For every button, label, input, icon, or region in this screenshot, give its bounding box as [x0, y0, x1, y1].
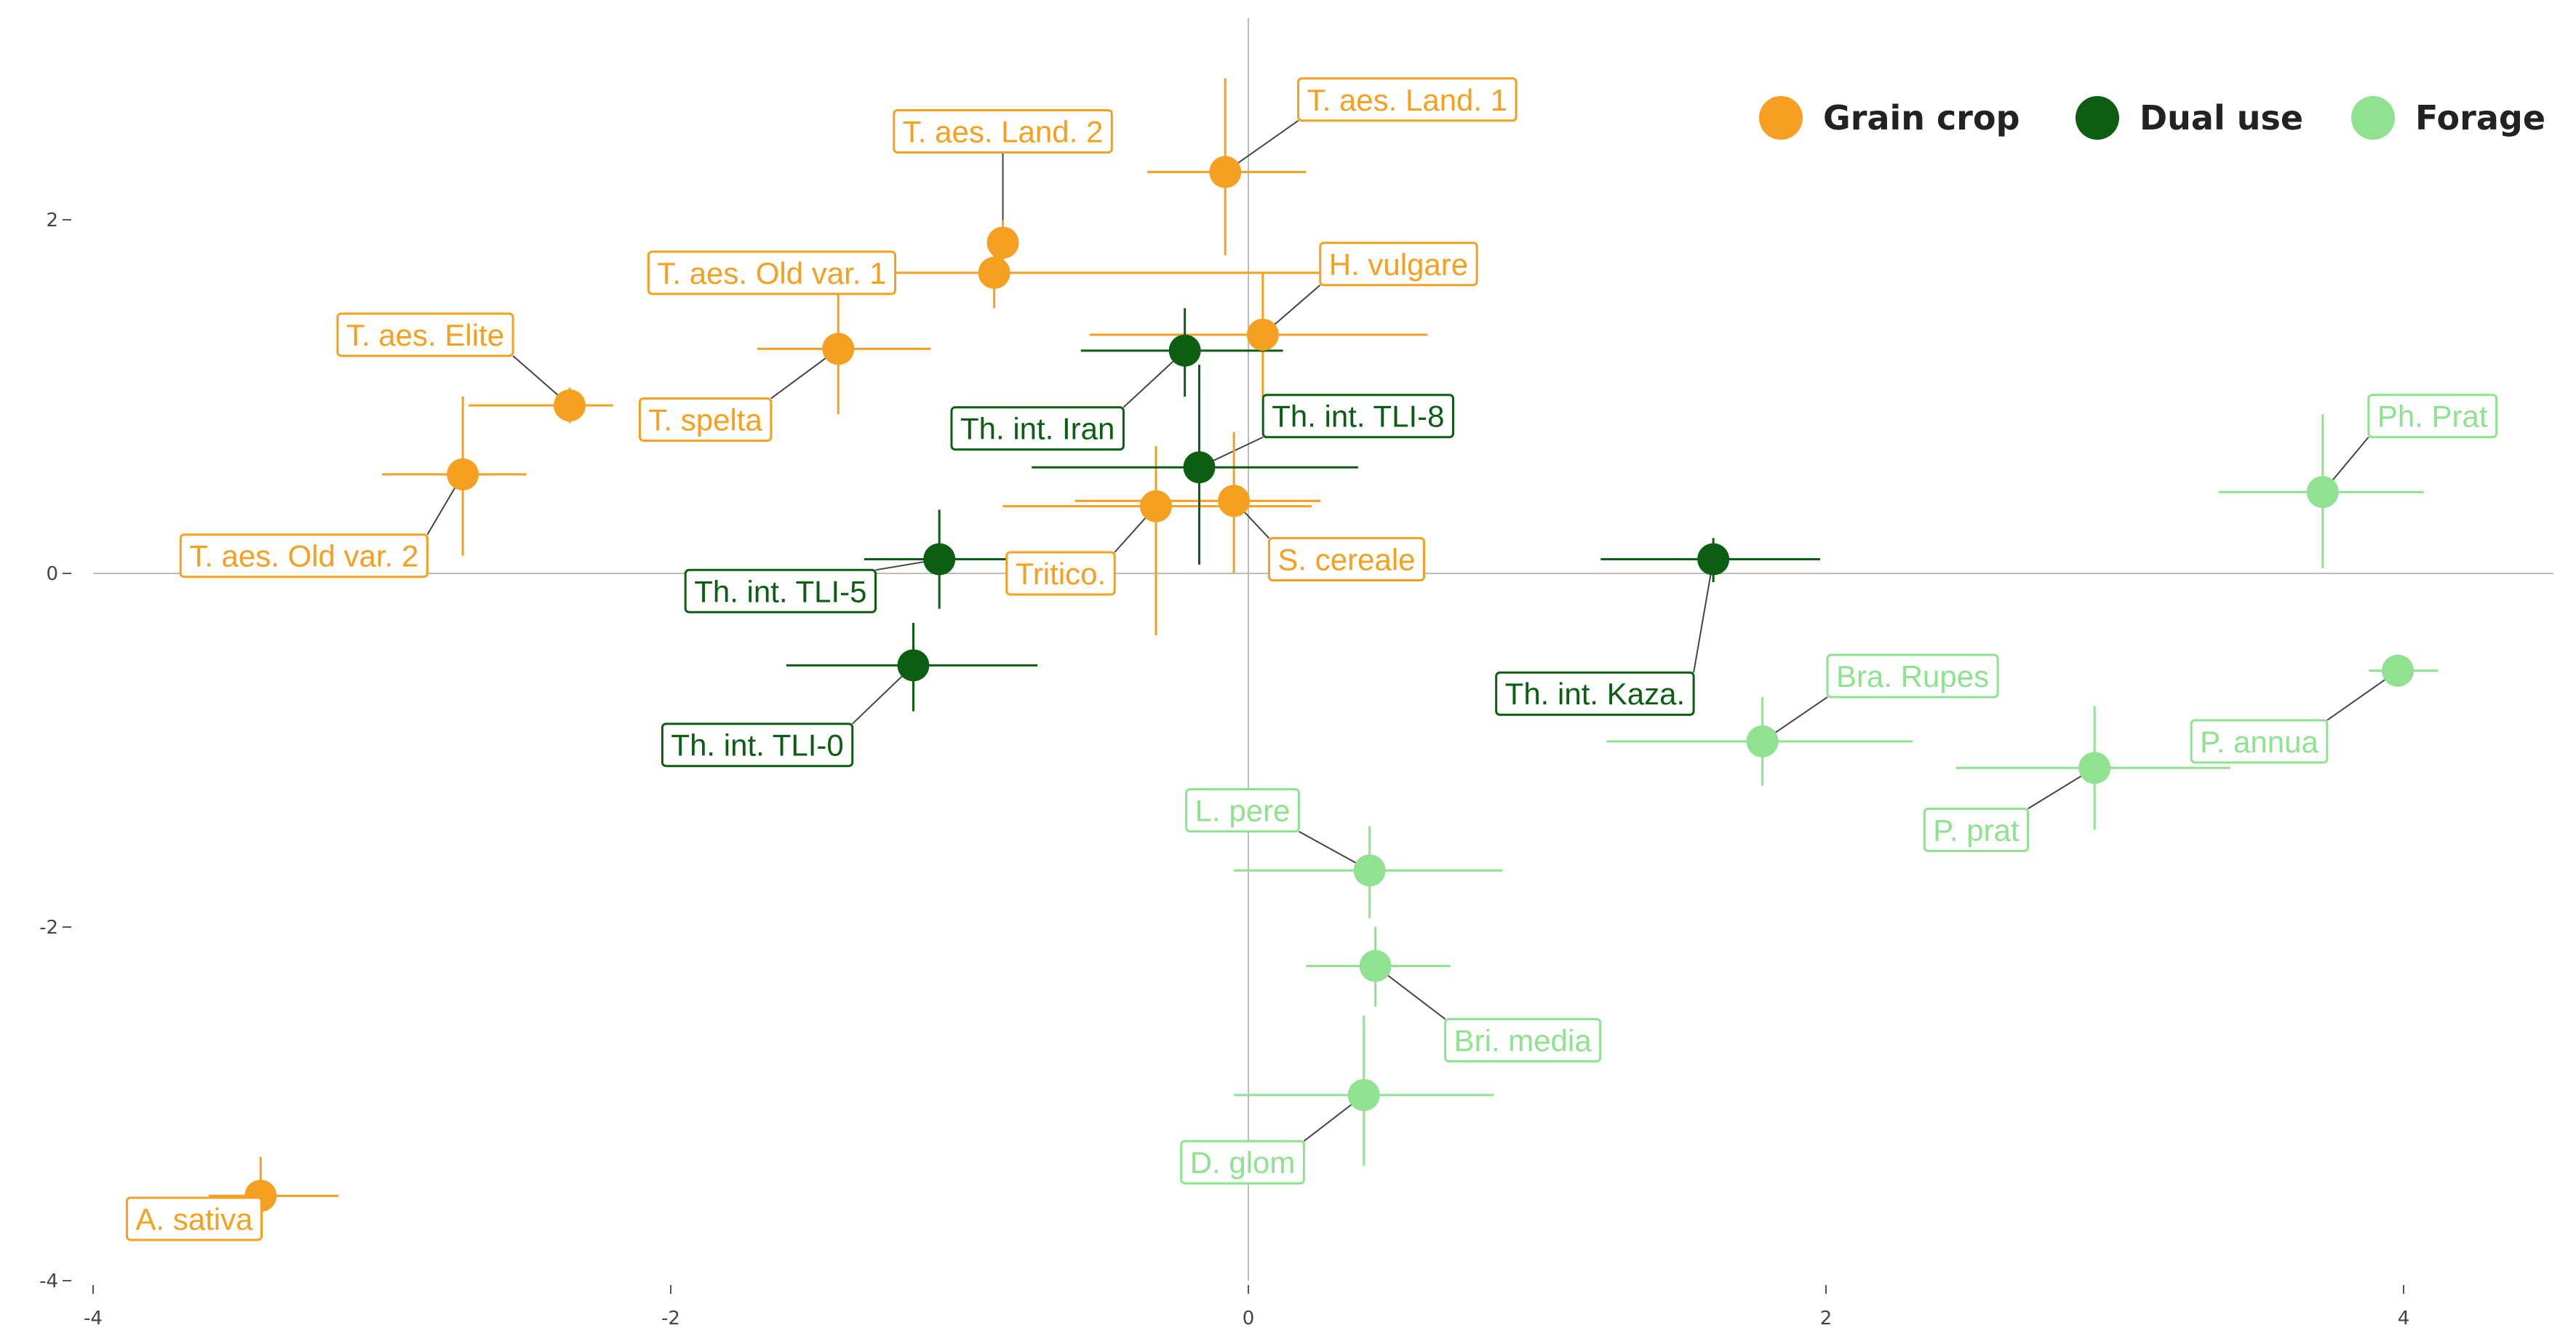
point-label-box	[893, 109, 1113, 154]
y-tick-label: -2	[39, 917, 58, 939]
data-point	[2306, 476, 2339, 509]
point-label-box	[684, 568, 877, 613]
label-leader-line	[1693, 559, 1715, 673]
point-label: Th. int. Iran	[960, 412, 1114, 446]
point-label: L. pere	[1195, 794, 1291, 828]
data-point	[1168, 334, 1201, 367]
point-label: Ph. Prat	[2377, 399, 2488, 434]
data-point	[986, 226, 1019, 259]
point-label-box	[1180, 1140, 1305, 1185]
point-label-box	[1923, 807, 2030, 852]
data-point	[554, 389, 586, 422]
point-label-box	[1495, 671, 1695, 716]
point-label-box	[661, 723, 854, 768]
legend-label-forage: Forage	[2415, 98, 2545, 138]
point-label: D. glom	[1190, 1145, 1296, 1180]
point-label: T. aes. Old var. 1	[657, 256, 886, 290]
data-point	[1209, 156, 1242, 188]
reference-lines	[93, 18, 2553, 1281]
legend-label-grain: Grain crop	[1823, 98, 2020, 138]
point-label: Th. int. TLI-5	[694, 574, 866, 608]
data-point	[1347, 1078, 1380, 1111]
x-tick-label: -4	[84, 1308, 103, 1329]
data-point	[447, 458, 479, 490]
point-label: S. cereale	[1277, 543, 1415, 577]
point-label: Th. int. TLI-0	[671, 728, 843, 763]
point-label-box	[1185, 788, 1300, 833]
point-label: T. aes. Old var. 2	[189, 539, 418, 573]
point-label: Tritico.	[1016, 557, 1106, 591]
point-label-box	[2367, 394, 2498, 439]
point-label: A. sativa	[135, 1202, 253, 1236]
point-label-box	[950, 406, 1125, 451]
data-point	[822, 333, 855, 365]
legend-swatch-forage	[2351, 96, 2395, 140]
point-label-box	[638, 397, 773, 442]
data-point	[2078, 752, 2111, 784]
point-label: T. spelta	[648, 403, 762, 437]
x-tick-label: 2	[1820, 1308, 1833, 1329]
y-tick-label: -4	[39, 1271, 58, 1292]
data-point	[1746, 725, 1779, 758]
point-label: T. aes. Land. 1	[1307, 83, 1508, 117]
data-point	[978, 256, 1010, 289]
point-label: Th. int. TLI-8	[1272, 399, 1444, 434]
point-label-box	[1297, 77, 1518, 122]
data-point	[897, 649, 930, 682]
x-tick-label: -2	[661, 1308, 680, 1329]
y-tick-label: 0	[46, 563, 58, 585]
legend-swatch-grain	[1759, 96, 1803, 140]
data-point	[1139, 490, 1172, 522]
data-point	[1183, 451, 1216, 484]
data-points	[244, 156, 2414, 1212]
data-point	[1359, 950, 1392, 982]
x-tick-label: 0	[1243, 1308, 1255, 1329]
point-label: H. vulgare	[1329, 247, 1468, 282]
point-label-box	[647, 250, 897, 295]
point-label: P. annua	[2200, 725, 2318, 759]
point-label-box	[1826, 653, 1999, 699]
point-label: P. prat	[1933, 813, 2019, 847]
point-label: Bra. Rupes	[1836, 659, 1989, 693]
point-label-box	[1261, 394, 1455, 439]
data-point	[2382, 654, 2414, 687]
point-label-box	[1444, 1018, 1602, 1063]
data-point	[1218, 485, 1251, 517]
point-label-box	[125, 1196, 263, 1241]
point-label-box	[179, 533, 428, 578]
point-label-box	[1267, 537, 1426, 582]
point-label-box	[1319, 242, 1478, 287]
data-point	[1353, 854, 1386, 887]
point-label-box	[1005, 551, 1116, 596]
axes: -4 -2 0 2 4 -4 -2 0 2	[39, 210, 2409, 1329]
y-tick-label: 2	[46, 210, 58, 231]
point-label: Th. int. Kaza.	[1505, 677, 1685, 711]
data-point	[1246, 318, 1279, 351]
data-point	[923, 543, 956, 576]
point-label: T. aes. Elite	[346, 318, 504, 352]
point-label: T. aes. Land. 2	[903, 115, 1104, 149]
point-labels: T. aes. Land. 1 T. aes. Land. 2 T. aes. Ol…	[125, 77, 2498, 1241]
legend-swatch-dual	[2075, 96, 2119, 140]
point-label-box	[2190, 719, 2329, 764]
legend-label-dual: Dual use	[2140, 98, 2303, 138]
legend: Grain crop Dual use Forage	[1759, 96, 2545, 140]
x-tick-label: 4	[2398, 1308, 2410, 1329]
data-point	[1697, 543, 1730, 576]
point-label: Bri. media	[1454, 1024, 1592, 1058]
point-label-box	[336, 312, 514, 357]
